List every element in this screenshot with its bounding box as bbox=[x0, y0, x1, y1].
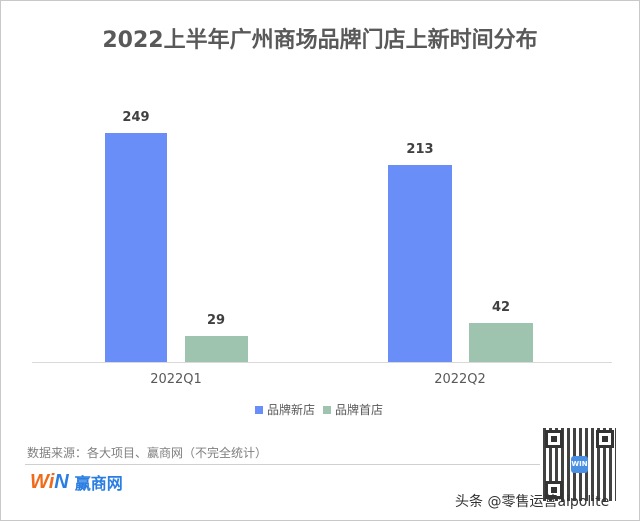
bar-q2-new-stores bbox=[388, 165, 452, 362]
x-tick-label-q1: 2022Q1 bbox=[150, 372, 202, 387]
x-tick-label-q2: 2022Q2 bbox=[434, 372, 486, 387]
bar-q1-first-stores bbox=[185, 336, 248, 362]
watermark: 头条 @零售运营aipolite bbox=[455, 494, 610, 510]
logo-text: 赢商网 bbox=[74, 474, 123, 493]
legend: 品牌新店 品牌首店 bbox=[255, 401, 391, 418]
legend-swatch-green bbox=[323, 405, 332, 414]
value-label-q1-new: 249 bbox=[122, 110, 150, 125]
chart-title: 2022上半年广州商场品牌门店上新时间分布 bbox=[102, 28, 538, 53]
qr-center-logo-icon: WIN bbox=[571, 456, 588, 473]
legend-label-new-stores: 品牌新店 bbox=[267, 403, 316, 417]
qr-finder-icon bbox=[545, 430, 563, 448]
legend-item-new-stores: 品牌新店 bbox=[255, 401, 315, 418]
data-source-note: 数据来源：各大项目、赢商网（不完全统计） bbox=[27, 446, 268, 460]
legend-label-first-stores: 品牌首店 bbox=[335, 403, 384, 417]
legend-item-first-stores: 品牌首店 bbox=[323, 401, 383, 418]
winshang-logo: Wi N 赢商网 bbox=[30, 470, 123, 494]
bar-q1-new-stores bbox=[105, 133, 167, 362]
bar-q2-first-stores bbox=[469, 323, 533, 362]
value-label-q2-first: 42 bbox=[491, 300, 511, 315]
legend-swatch-blue bbox=[255, 405, 263, 414]
qr-code-icon: WIN bbox=[543, 428, 616, 501]
value-label-q1-first: 29 bbox=[206, 313, 226, 328]
footer-divider bbox=[25, 464, 540, 465]
qr-finder-icon bbox=[596, 430, 614, 448]
logo-mark-wi: Wi bbox=[30, 470, 55, 493]
qr-finder-icon bbox=[545, 481, 563, 499]
x-axis-line bbox=[32, 362, 612, 363]
logo-mark-n: N bbox=[54, 470, 69, 493]
value-label-q2-new: 213 bbox=[406, 142, 434, 157]
